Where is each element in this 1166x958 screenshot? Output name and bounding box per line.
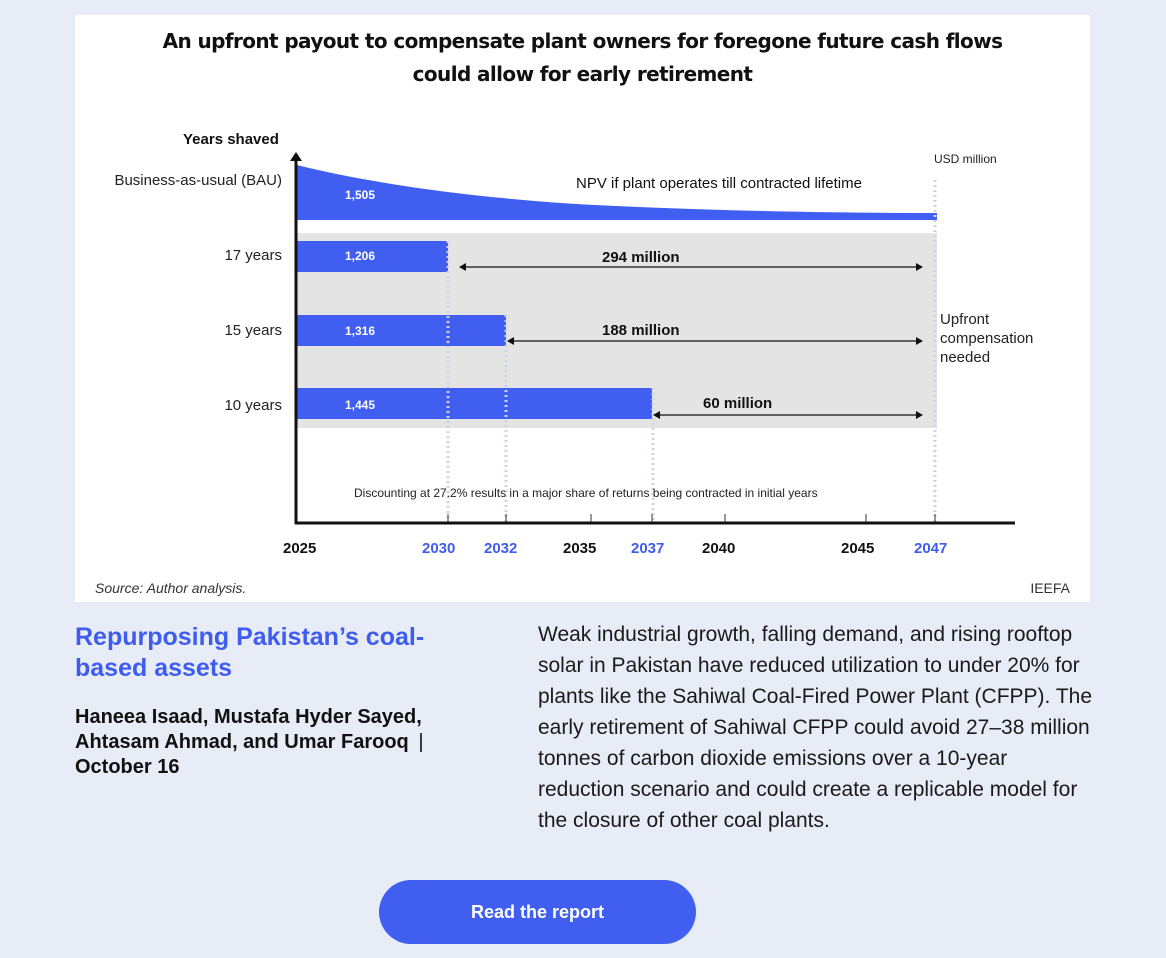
value-15: 1,316	[345, 324, 376, 338]
discount-footnote: Discounting at 27.2% results in a major …	[354, 486, 818, 500]
upfront-label-line-2: compensation	[940, 330, 1034, 347]
upfront-label-line-1: Upfront	[940, 311, 990, 328]
category-label-15: 15 years	[224, 322, 282, 339]
npv-label: NPV if plant operates till contracted li…	[576, 175, 862, 192]
chart-title: An upfront payout to compensate plant ow…	[75, 25, 1090, 91]
x-tick-2045: 2045	[841, 540, 875, 557]
compensation-arrows	[461, 266, 921, 416]
x-tick-2030: 2030	[422, 540, 456, 557]
category-label-10: 10 years	[224, 397, 282, 414]
category-label-bau: Business-as-usual (BAU)	[114, 172, 282, 189]
x-tick-2040: 2040	[702, 540, 736, 557]
x-tick-2025: 2025	[283, 540, 317, 557]
arrow-heads	[459, 263, 923, 419]
compensation-17: 294 million	[602, 249, 680, 266]
article-byline: Haneea Isaad, Mustafa Hyder Sayed, Ahtas…	[75, 705, 495, 780]
upfront-label-line-3: needed	[940, 349, 991, 366]
article-title[interactable]: Repurposing Pakistan’s coal-based assets	[75, 623, 425, 682]
byline-separator: |	[418, 731, 424, 753]
x-tick-2035: 2035	[563, 540, 597, 557]
chart-title-line-2: could allow for early retirement	[412, 62, 753, 86]
value-10: 1,445	[345, 398, 376, 412]
chart-plot	[290, 152, 1015, 525]
bar-17-years	[297, 241, 448, 272]
read-report-button[interactable]: Read the report	[379, 880, 696, 944]
article-date: October 16	[75, 756, 180, 778]
year-guides	[446, 180, 937, 523]
value-bau: 1,505	[345, 188, 376, 202]
y-axis-title: Years shaved	[183, 131, 279, 148]
x-tick-2037: 2037	[631, 540, 665, 557]
bar-10-years	[297, 388, 652, 419]
x-tick-2047: 2047	[914, 540, 948, 557]
compensation-15: 188 million	[602, 322, 680, 339]
chart-brand: IEEFA	[1030, 580, 1070, 596]
chart-source: Source: Author analysis.	[95, 580, 247, 596]
article-summary: Weak industrial growth, falling demand, …	[538, 623, 1093, 832]
chart-title-line-1: An upfront payout to compensate plant ow…	[162, 29, 1003, 53]
category-label-17: 17 years	[224, 247, 282, 264]
chart-card: An upfront payout to compensate plant ow…	[75, 15, 1090, 602]
compensation-10: 60 million	[703, 395, 773, 412]
unit-label: USD million	[934, 152, 997, 166]
upfront-compensation-label: Upfront compensation needed	[940, 310, 1033, 367]
x-tick-2032: 2032	[484, 540, 518, 557]
article-authors: Haneea Isaad, Mustafa Hyder Sayed, Ahtas…	[75, 706, 422, 753]
x-ticks	[447, 514, 936, 522]
bar-15-years	[297, 315, 506, 346]
bau-area	[297, 165, 937, 220]
value-17: 1,206	[345, 249, 376, 263]
y-axis-arrow-icon	[290, 152, 302, 161]
